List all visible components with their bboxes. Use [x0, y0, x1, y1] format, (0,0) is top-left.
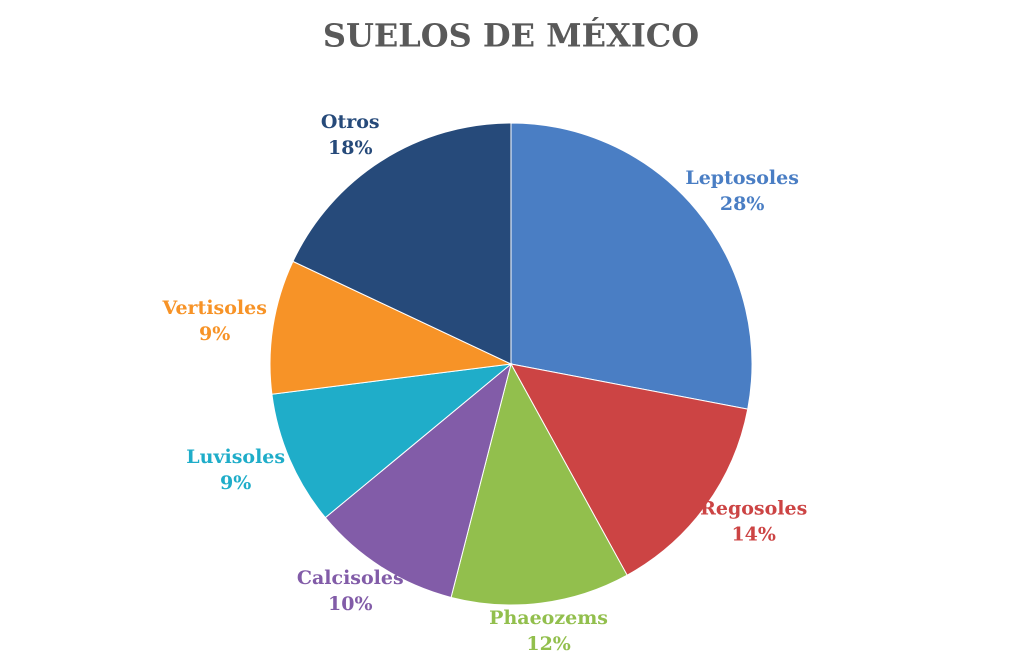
slice-label: Otros	[321, 111, 380, 133]
pie-slice	[269, 260, 513, 395]
slice-value-label: 14%	[731, 524, 776, 546]
chart-title: SUELOS DE MÉXICO	[323, 17, 699, 55]
slice-value-label: 10%	[328, 593, 373, 615]
slice-value-label: 9%	[220, 472, 251, 494]
slice-value-label: 9%	[199, 323, 230, 345]
slice-value-label: 28%	[720, 193, 765, 215]
slice-label: Phaeozems	[489, 607, 608, 629]
pie-slice	[450, 362, 628, 606]
pie-slice	[510, 363, 749, 576]
pie-slice	[510, 122, 753, 410]
pie-slice	[292, 122, 512, 365]
slice-label: Calcisoles	[297, 567, 404, 589]
slice-value-label: 18%	[328, 137, 373, 159]
slice-label: Leptosoles	[685, 167, 799, 189]
pie-slice	[324, 362, 512, 599]
slice-value-label: 12%	[526, 633, 571, 655]
slice-label: Luvisoles	[186, 446, 285, 468]
slice-label: Vertisoles	[161, 297, 266, 319]
slice-label: Regosoles	[700, 498, 807, 520]
pie-slice	[271, 363, 513, 519]
